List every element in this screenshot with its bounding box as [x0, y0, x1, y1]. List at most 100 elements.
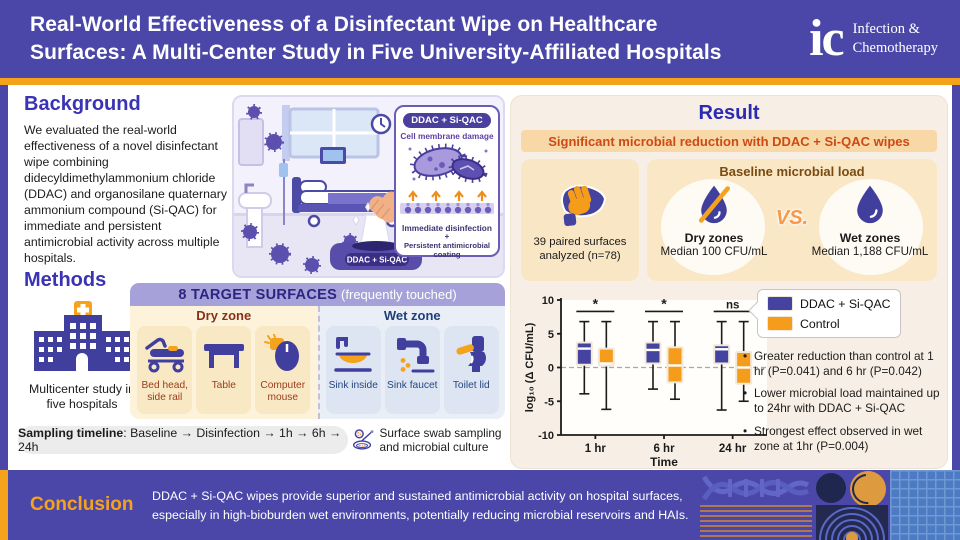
grid-decor — [890, 470, 960, 540]
timeline-steps: : Baseline → Disinfection → 1h → 6h → 24… — [18, 426, 342, 454]
timeline-label: Sampling timeline — [18, 426, 124, 440]
accent-divider — [0, 78, 960, 85]
wiping-hand-icon — [561, 184, 607, 226]
hand-icon — [369, 191, 401, 223]
dry-zones-stat: Dry zones Median 100 CFU/mL — [649, 183, 779, 258]
dry-zone: Dry zone — [130, 306, 318, 419]
dry-zones-label: Dry zones — [684, 231, 744, 245]
computer-mouse-icon — [260, 331, 306, 377]
title-line1: Real-World Effectiveness of a Disinfecta… — [30, 12, 658, 36]
svg-text:-10: -10 — [538, 430, 554, 442]
hospital-icon — [34, 301, 132, 371]
legend-item-ddac: DDAC + Si-QAC — [767, 296, 891, 311]
bed-icon — [142, 331, 188, 377]
toilet-lid-icon — [448, 331, 494, 377]
page-title: Real-World Effectiveness of a Disinfecta… — [30, 11, 722, 67]
bacteria-icon — [408, 143, 488, 183]
arcs-decor — [816, 505, 888, 540]
surfaces-header-rest: (frequently touched) — [341, 287, 457, 302]
result-banner: Significant microbial reduction with DDA… — [521, 130, 937, 152]
legend-label-control: Control — [800, 316, 840, 331]
svg-text:*: * — [661, 295, 667, 311]
legend-swatch-control — [767, 316, 793, 331]
wet-zones-value: Median 1,188 CFU/mL — [811, 245, 929, 258]
result-heading: Result — [698, 102, 760, 124]
hospital-room-illustration: DDAC + Si-QAC DDAC + Si-QAC Cell membran… — [232, 95, 505, 278]
baseline-title: Baseline microbial load — [719, 164, 865, 179]
sampling-timeline: Sampling timeline: Baseline → Disinfecti… — [18, 426, 348, 454]
dna-icon — [701, 475, 810, 501]
chart-area: 10 5 0 -5 -10 1 hr * 6 hr * 24 hr ns Time log₁₀ (Δ C… — [521, 287, 940, 474]
legend-item-control: Control — [767, 316, 891, 331]
swab-sampling-block: Surface swab sampling and microbial cult… — [352, 421, 510, 459]
surface-card-table: Table — [196, 326, 252, 414]
legend-swatch-ddac — [767, 296, 793, 311]
background-text: We evaluated the real-world effectivenes… — [24, 123, 228, 265]
wipe-pack-label: DDAC + Si-QAC — [347, 256, 407, 265]
surface-label-bed: Bed head, side rail — [141, 380, 188, 403]
svg-text:0: 0 — [548, 363, 554, 375]
decorative-graphics — [698, 470, 960, 540]
surface-card-sink-faucet: Sink faucet — [384, 326, 440, 414]
surface-card-sink-inside: Sink inside — [325, 326, 381, 414]
petri-dish-icon — [352, 429, 374, 450]
wet-droplet-icon — [857, 185, 883, 224]
surface-card-bed: Bed head, side rail — [137, 326, 193, 414]
title-line2: Surfaces: A Multi-Center Study in Five U… — [30, 41, 722, 64]
vs-label: VS. — [775, 207, 809, 229]
conclusion-heading: Conclusion — [30, 494, 134, 515]
conclusion-text: DDAC + Si-QAC wipes provide superior and… — [152, 489, 689, 522]
svg-text:*: * — [593, 295, 599, 311]
table-icon — [201, 331, 247, 377]
background-section: Background We evaluated the real-world e… — [24, 93, 230, 267]
inset-title: DDAC + Si-QAC — [403, 113, 491, 128]
inset-mechanism-2: Immediate disinfection — [402, 223, 492, 233]
svg-text:-5: -5 — [544, 396, 554, 408]
wet-zones-label: Wet zones — [839, 231, 901, 245]
boxplot-chart: 10 5 0 -5 -10 1 hr * 6 hr * 24 hr ns Time log₁₀ (Δ C… — [521, 287, 937, 474]
inset-plus: + — [444, 232, 450, 241]
surface-card-mouse: Computer mouse — [255, 326, 311, 414]
dry-zones-value: Median 100 CFU/mL — [660, 245, 768, 258]
result-bullets: Greater reduction than control at 1 hr (… — [743, 349, 943, 461]
dry-zone-label: Dry zone — [196, 308, 252, 323]
conclusion-accent-stripe — [0, 470, 8, 540]
journal-logo: ic Infection & Chemotherapy — [809, 9, 944, 67]
dry-droplet-icon — [698, 185, 730, 224]
paired-surfaces-caption: 39 paired surfaces analyzed (n=78) — [533, 235, 627, 262]
paired-surfaces-card: 39 paired surfaces analyzed (n=78) — [521, 159, 639, 281]
svg-text:ns: ns — [726, 299, 739, 311]
legend-label-ddac: DDAC + Si-QAC — [800, 296, 891, 311]
bullet-2: Lower microbial load maintained up to 24… — [743, 386, 943, 415]
chart-legend: DDAC + Si-QAC Control — [757, 289, 901, 338]
orange-circle-decor — [850, 471, 886, 507]
header: Real-World Effectiveness of a Disinfecta… — [0, 0, 960, 78]
svg-text:log₁₀ (Δ CFU/mL): log₁₀ (Δ CFU/mL) — [524, 322, 536, 412]
inset-mechanism-3: Persistent antimicrobial coating — [403, 241, 491, 259]
svg-text:6 hr: 6 hr — [653, 443, 675, 455]
inset-mechanism-1: Cell membrane damage — [400, 131, 494, 141]
main-content: Background We evaluated the real-world e… — [0, 85, 960, 470]
swab-caption: Surface swab sampling and microbial cult… — [379, 425, 502, 454]
baseline-load-card: Baseline microbial load Dry zones Median… — [647, 159, 937, 281]
target-surfaces-panel: 8 TARGET SURFACES (frequently touched) D… — [130, 283, 505, 419]
surface-label-mouse: Computer mouse — [260, 380, 306, 403]
svg-text:5: 5 — [548, 329, 554, 341]
svg-text:24 hr: 24 hr — [719, 443, 747, 455]
dark-circle-decor — [816, 473, 846, 503]
surface-card-toilet: Toilet lid — [443, 326, 499, 414]
germ-icons — [241, 104, 358, 274]
result-panel: Result Significant microbial reduction w… — [510, 95, 948, 469]
sink-inside-icon — [330, 331, 376, 377]
surfaces-header-bold: 8 TARGET SURFACES — [178, 286, 338, 303]
journal-logo-mark: ic — [809, 9, 845, 67]
surface-label-table: Table — [211, 380, 236, 391]
antimicrobial-coating-icon — [400, 190, 494, 214]
svg-text:1 hr: 1 hr — [585, 443, 607, 455]
methods-heading: Methods — [24, 269, 107, 291]
background-heading: Background — [24, 93, 141, 115]
mechanism-inset: DDAC + Si-QAC Cell membrane damage — [394, 105, 500, 259]
surface-label-sink-faucet: Sink faucet — [387, 380, 438, 391]
bullet-1: Greater reduction than control at 1 hr (… — [743, 349, 943, 378]
